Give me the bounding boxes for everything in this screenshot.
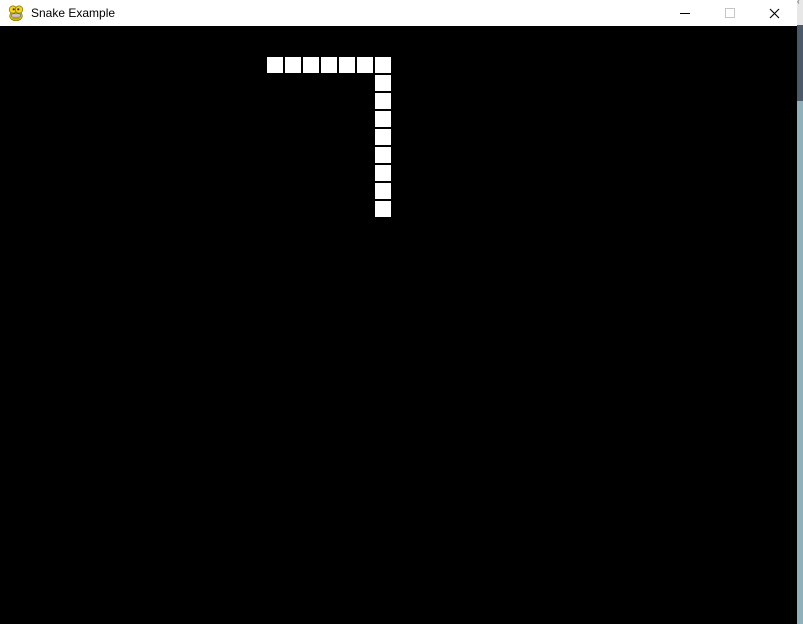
- game-canvas[interactable]: [0, 26, 797, 624]
- maximize-icon: [724, 8, 735, 18]
- background-scrollbar-track[interactable]: [797, 101, 803, 624]
- pygame-snake-icon: [8, 5, 24, 21]
- minimize-icon: [679, 12, 690, 14]
- minimize-button[interactable]: [662, 0, 707, 26]
- caption-buttons: [662, 0, 797, 26]
- close-icon: [769, 8, 780, 18]
- close-button[interactable]: [752, 0, 797, 26]
- background-scrollbar-thumb[interactable]: [797, 25, 803, 101]
- titlebar: Snake Example: [0, 0, 797, 26]
- window-title: Snake Example: [31, 6, 116, 20]
- background-window-scrollbar[interactable]: ‹: [797, 0, 803, 624]
- background-scrollbar-button[interactable]: ‹: [797, 0, 803, 25]
- maximize-button[interactable]: [707, 0, 752, 26]
- chevron-left-icon: ‹: [797, 0, 800, 6]
